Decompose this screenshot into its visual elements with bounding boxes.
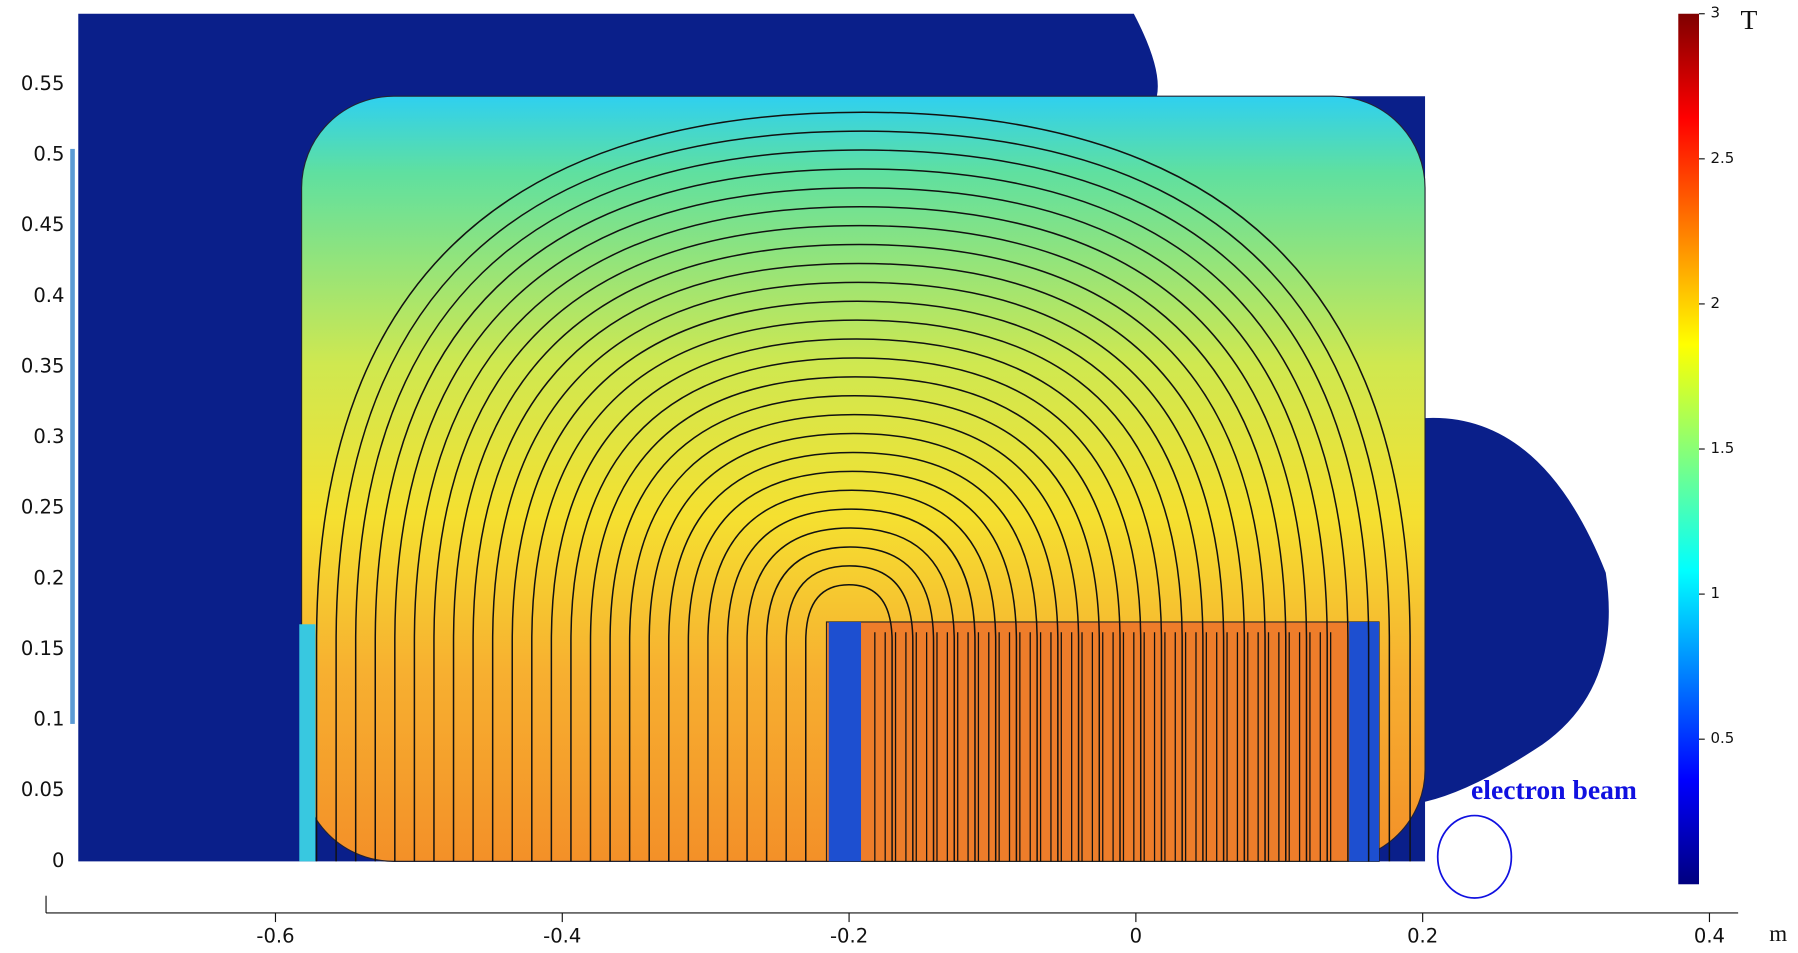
y-tick-label: 0.05 xyxy=(21,778,65,801)
annotation: electron beam xyxy=(1471,774,1637,805)
colorbar-tick-label: 2 xyxy=(1711,294,1721,312)
x-unit: m xyxy=(1769,921,1787,946)
colorbar-tick-label: 1 xyxy=(1711,584,1721,602)
y-tick-label: 0.1 xyxy=(33,708,64,731)
beam-marker xyxy=(1438,816,1512,898)
y-tick-label: 0.35 xyxy=(21,354,65,377)
x-tick-label: -0.2 xyxy=(830,924,868,947)
colorbar-tick-label: 1.5 xyxy=(1711,439,1735,457)
coil xyxy=(829,622,861,861)
colorbar xyxy=(1678,14,1699,885)
colorbar-unit: T xyxy=(1740,4,1757,35)
y-tick-label: 0.2 xyxy=(33,566,64,589)
x-tick-label: -0.4 xyxy=(543,924,581,947)
colorbar-tick-label: 2.5 xyxy=(1711,149,1735,167)
y-tick-label: 0.3 xyxy=(33,425,64,448)
marker-bar xyxy=(70,149,75,724)
page: electron beam T m 0 0.05 0.1 0.15 0.2 0.25 0.3… xyxy=(0,0,1798,953)
chart: electron beam T m 0 0.05 0.1 0.15 0.2 0.25 0.3… xyxy=(0,0,1798,953)
coil xyxy=(299,624,315,861)
y-tick-label: 0.45 xyxy=(21,213,65,236)
x-tick-label: 0 xyxy=(1130,924,1142,947)
coil xyxy=(1349,622,1379,861)
y-tick-label: 0.15 xyxy=(21,637,65,660)
colorbar-tick-label: 0.5 xyxy=(1711,729,1735,747)
y-tick-label: 0.55 xyxy=(21,72,65,95)
x-tick-label: 0.4 xyxy=(1694,924,1725,947)
y-tick-label: 0.5 xyxy=(33,143,64,166)
colorbar-tick-label: 3 xyxy=(1711,4,1721,22)
y-tick-label: 0 xyxy=(52,849,64,872)
x-tick-label: 0.2 xyxy=(1407,924,1438,947)
x-tick-label: -0.6 xyxy=(256,924,294,947)
y-tick-label: 0.4 xyxy=(33,284,64,307)
y-tick-label: 0.25 xyxy=(21,496,65,519)
